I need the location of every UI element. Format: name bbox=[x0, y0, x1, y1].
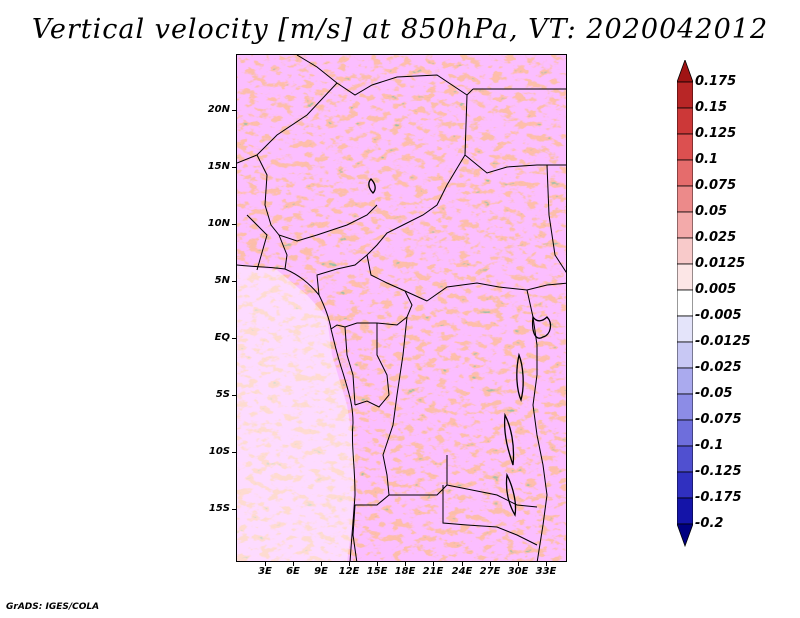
colorbar-arrow-bottom bbox=[677, 523, 693, 548]
colorbar-label: -0.1 bbox=[695, 438, 724, 453]
y-tick-label: 15S bbox=[208, 503, 230, 514]
colorbar-label: 0.005 bbox=[695, 282, 737, 297]
y-tick bbox=[232, 167, 236, 168]
colorbar-band bbox=[677, 237, 693, 265]
y-tick bbox=[232, 224, 236, 225]
y-tick bbox=[232, 110, 236, 111]
colorbar-label: -0.005 bbox=[695, 308, 742, 323]
colorbar-band bbox=[677, 263, 693, 291]
colorbar-band bbox=[677, 393, 693, 421]
colorbar-label: 0.025 bbox=[695, 230, 737, 245]
x-tick-label: 3E bbox=[258, 566, 272, 577]
x-tick-label: 27E bbox=[479, 566, 501, 577]
colorbar-label: 0.0125 bbox=[695, 256, 746, 271]
x-tick bbox=[433, 562, 434, 566]
colorbar-label: -0.0125 bbox=[695, 334, 751, 349]
colorbar-band bbox=[677, 81, 693, 109]
colorbar-label: 0.1 bbox=[695, 152, 719, 167]
colorbar-band bbox=[677, 133, 693, 161]
y-tick-label: 10S bbox=[208, 446, 230, 457]
colorbar-label: 0.175 bbox=[695, 74, 737, 89]
colorbar-label: -0.025 bbox=[695, 360, 742, 375]
colorbar-label: 0.05 bbox=[695, 204, 728, 219]
velocity-field bbox=[237, 55, 566, 561]
x-tick bbox=[349, 562, 350, 566]
x-tick-label: 24E bbox=[451, 566, 473, 577]
y-tick bbox=[232, 509, 236, 510]
colorbar-band bbox=[677, 211, 693, 239]
ocean-region bbox=[237, 265, 355, 561]
x-tick-label: 30E bbox=[507, 566, 529, 577]
colorbar-label: -0.05 bbox=[695, 386, 733, 401]
colorbar-band bbox=[677, 159, 693, 187]
y-tick bbox=[232, 281, 236, 282]
map-title: Vertical velocity [m/s] at 850hPa, VT: 2… bbox=[31, 14, 769, 45]
colorbar-label: 0.075 bbox=[695, 178, 737, 193]
y-tick bbox=[232, 395, 236, 396]
x-tick-label: 12E bbox=[338, 566, 360, 577]
colorbar-band bbox=[677, 107, 693, 135]
colorbar-label: -0.175 bbox=[695, 490, 742, 505]
software-credit: GrADS: IGES/COLA bbox=[6, 602, 100, 612]
x-tick bbox=[490, 562, 491, 566]
y-tick-label: 5N bbox=[214, 275, 230, 286]
colorbar-label: 0.15 bbox=[695, 100, 728, 115]
colorbar-band bbox=[677, 419, 693, 447]
colorbar-label: 0.125 bbox=[695, 126, 737, 141]
x-tick bbox=[377, 562, 378, 566]
lakes bbox=[368, 178, 552, 517]
colorbar-band bbox=[677, 185, 693, 213]
colorbar-label: -0.2 bbox=[695, 516, 724, 531]
x-tick-label: 6E bbox=[286, 566, 300, 577]
y-tick-label: 15N bbox=[207, 161, 230, 172]
colorbar-band bbox=[677, 471, 693, 499]
map-plot-area bbox=[236, 54, 567, 562]
y-tick-label: EQ bbox=[214, 332, 230, 343]
x-tick bbox=[293, 562, 294, 566]
x-tick bbox=[518, 562, 519, 566]
x-tick bbox=[462, 562, 463, 566]
x-tick-label: 21E bbox=[422, 566, 444, 577]
velocity-shading bbox=[237, 55, 566, 561]
x-tick bbox=[265, 562, 266, 566]
x-tick-label: 9E bbox=[314, 566, 328, 577]
x-tick bbox=[321, 562, 322, 566]
colorbar-arrow-top bbox=[677, 60, 693, 83]
colorbar-band bbox=[677, 497, 693, 525]
x-tick-label: 18E bbox=[394, 566, 416, 577]
colorbar-band bbox=[677, 289, 693, 317]
y-tick bbox=[232, 452, 236, 453]
colorbar-band bbox=[677, 341, 693, 369]
x-tick bbox=[546, 562, 547, 566]
x-tick-label: 15E bbox=[366, 566, 388, 577]
colorbar-label: -0.075 bbox=[695, 412, 742, 427]
y-tick bbox=[232, 338, 236, 339]
y-tick-label: 10N bbox=[207, 218, 230, 229]
y-tick-label: 20N bbox=[207, 104, 230, 115]
x-tick bbox=[405, 562, 406, 566]
country-borders bbox=[237, 55, 566, 561]
colorbar-label: -0.125 bbox=[695, 464, 742, 479]
colorbar-band bbox=[677, 445, 693, 473]
y-tick-label: 5S bbox=[215, 389, 230, 400]
colorbar bbox=[677, 60, 693, 548]
x-tick-label: 33E bbox=[535, 566, 557, 577]
colorbar-band bbox=[677, 367, 693, 395]
colorbar-band bbox=[677, 315, 693, 343]
